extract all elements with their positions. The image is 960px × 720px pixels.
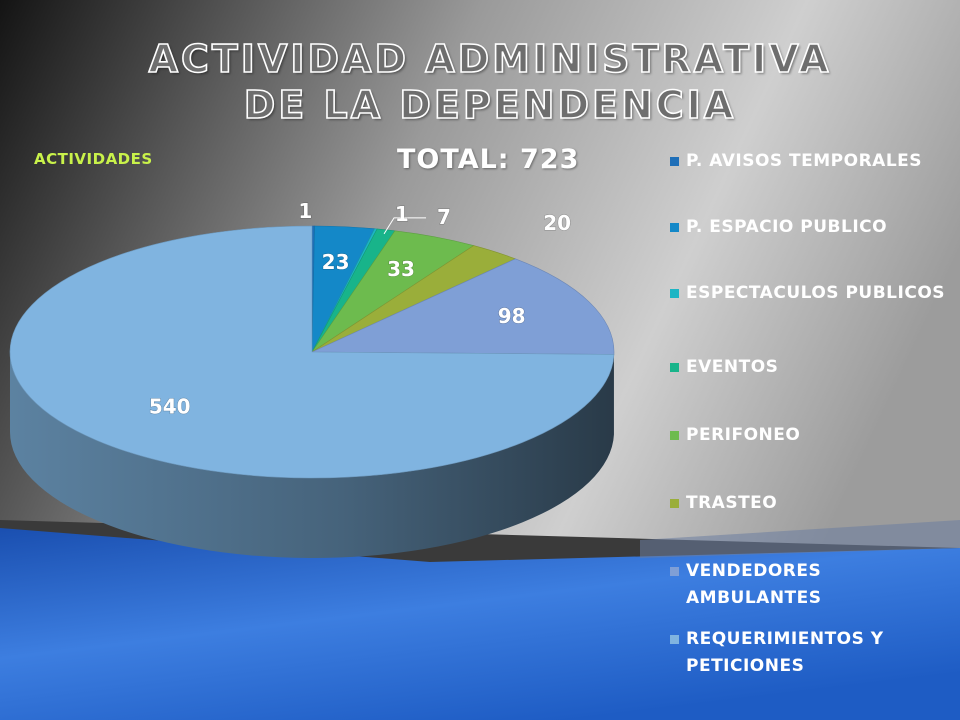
legend-swatch [670, 635, 679, 644]
pie-data-label-2: 23 [322, 250, 350, 274]
legend-item: ESPECTACULOS PUBLICOS [670, 280, 956, 307]
legend-swatch [670, 157, 679, 166]
legend-item: TRASTEO [670, 490, 956, 517]
legend-label: P. AVISOS TEMPORALES [686, 151, 923, 171]
legend-swatch [670, 289, 679, 298]
slide-title: ACTIVIDAD ADMINISTRATIVA DE LA DEPENDENC… [148, 36, 832, 128]
legend-item: P. AVISOS TEMPORALES [670, 148, 956, 175]
leader-line [383, 217, 427, 235]
legend-label: ESPECTACULOS PUBLICOS [686, 283, 946, 303]
pie-data-label-4: 7 [437, 205, 451, 229]
chart-ylabel: ACTIVIDADES [34, 150, 153, 168]
legend-swatch [670, 431, 679, 440]
legend-label: PERIFONEO [686, 425, 801, 445]
legend-item: REQUERIMIENTOS Y PETICIONES [670, 626, 956, 680]
legend-item: VENDEDORES AMBULANTES [670, 558, 956, 612]
blue-band [0, 528, 960, 720]
pie-slice-7 [311, 258, 615, 355]
legend-swatch [670, 363, 679, 372]
pie-slice-side-8 [10, 352, 614, 558]
pie-data-label-6: 20 [543, 211, 571, 235]
pie-data-label-8: 540 [149, 395, 191, 419]
legend-item: PERIFONEO [670, 422, 956, 449]
pie-data-label-3: 1 [395, 202, 409, 226]
legend-label: EVENTOS [686, 357, 779, 377]
legend-label: REQUERIMIENTOS Y PETICIONES [686, 629, 884, 676]
pie-data-label-1: 1 [298, 199, 312, 223]
chart-title: TOTAL: 723 [397, 144, 580, 175]
legend-swatch [670, 567, 679, 576]
legend-swatch [670, 223, 679, 232]
legend-label: TRASTEO [686, 493, 778, 513]
legend-item: EVENTOS [670, 354, 956, 381]
legend-label: P. ESPACIO PUBLICO [686, 217, 888, 237]
pie-data-label-7: 98 [498, 304, 526, 328]
legend-swatch [670, 499, 679, 508]
pie-data-label-5: 33 [387, 257, 415, 281]
legend-item: P. ESPACIO PUBLICO [670, 214, 956, 241]
pie-slice-8 [9, 225, 615, 479]
legend-label: VENDEDORES AMBULANTES [686, 561, 822, 608]
